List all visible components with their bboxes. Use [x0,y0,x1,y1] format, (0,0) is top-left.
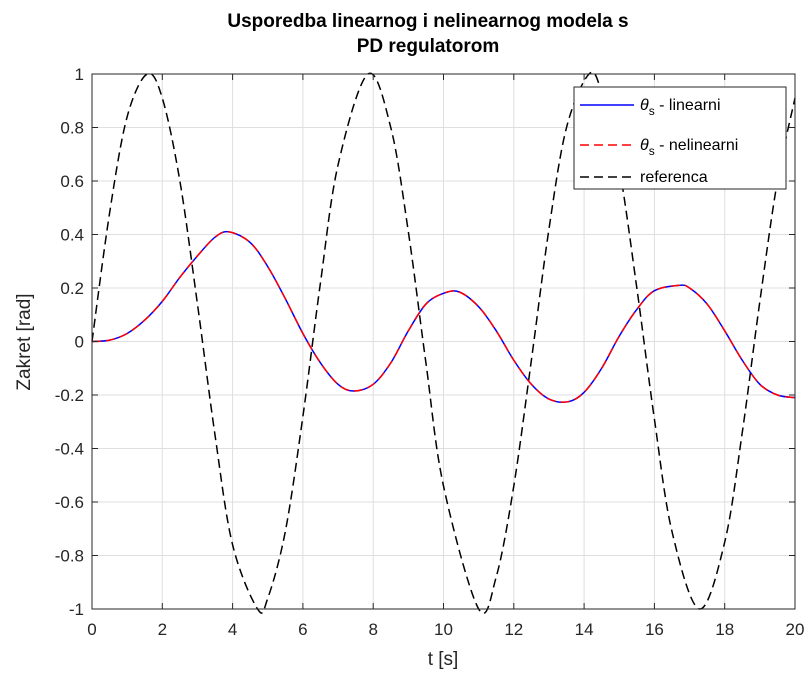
y-tick-label: 0.6 [60,172,84,191]
y-axis-label: Zakret [rad] [14,293,35,390]
x-tick-label: 6 [298,620,307,639]
y-tick-label: -1 [69,600,84,619]
chart-title-line2: PD regulatorom [357,36,500,57]
y-tick-label: -0.4 [55,440,84,459]
legend-label-referenca: referenca [640,169,708,186]
x-tick-label: 8 [368,620,377,639]
x-tick-label: 0 [87,620,96,639]
y-tick-label: -0.2 [55,386,84,405]
x-tick-label: 4 [228,620,237,639]
legend-subscript: s [649,104,655,118]
y-tick-labels: 1 0.8 0.6 0.4 0.2 0 -0.2 -0.4 -0.6 -0.8 -1 [55,65,84,619]
series-group [91,71,796,615]
y-tick-label: 0.4 [60,226,84,245]
legend-suffix: - nelinearni [655,137,739,154]
y-tick-label: 0 [75,333,84,352]
legend: θs - linearni θs - nelinearni referenca [573,86,787,190]
series-line-2 [91,71,796,615]
x-axis-label: t [s] [428,649,459,670]
x-tick-label: 14 [575,620,594,639]
x-tick-labels: 0 2 4 6 8 10 12 14 16 18 20 [87,620,804,639]
y-tick-label: 0.2 [60,279,84,298]
chart-title-line1: Usporedba linearnog i nelinearnog modela… [227,11,628,32]
x-tick-label: 18 [715,620,734,639]
x-tick-label: 16 [645,620,664,639]
legend-symbol: θ [640,137,649,154]
legend-label-nelinearni: θs - nelinearni [640,137,738,158]
series-line-1 [91,230,796,403]
y-tick-label: -0.8 [55,547,84,566]
legend-symbol: θ [640,97,649,114]
legend-box [573,86,787,190]
x-tick-label: 12 [504,620,523,639]
x-tick-label: 20 [786,620,805,639]
legend-label-linearni: θs - linearni [640,97,721,118]
x-tick-label: 10 [434,620,453,639]
y-tick-label: 0.8 [60,119,84,138]
y-tick-label: 1 [75,65,84,84]
legend-subscript: s [649,144,655,158]
legend-suffix: - linearni [655,97,721,114]
x-tick-label: 2 [158,620,167,639]
y-tick-label: -0.6 [55,493,84,512]
axis-ticks [91,73,796,610]
